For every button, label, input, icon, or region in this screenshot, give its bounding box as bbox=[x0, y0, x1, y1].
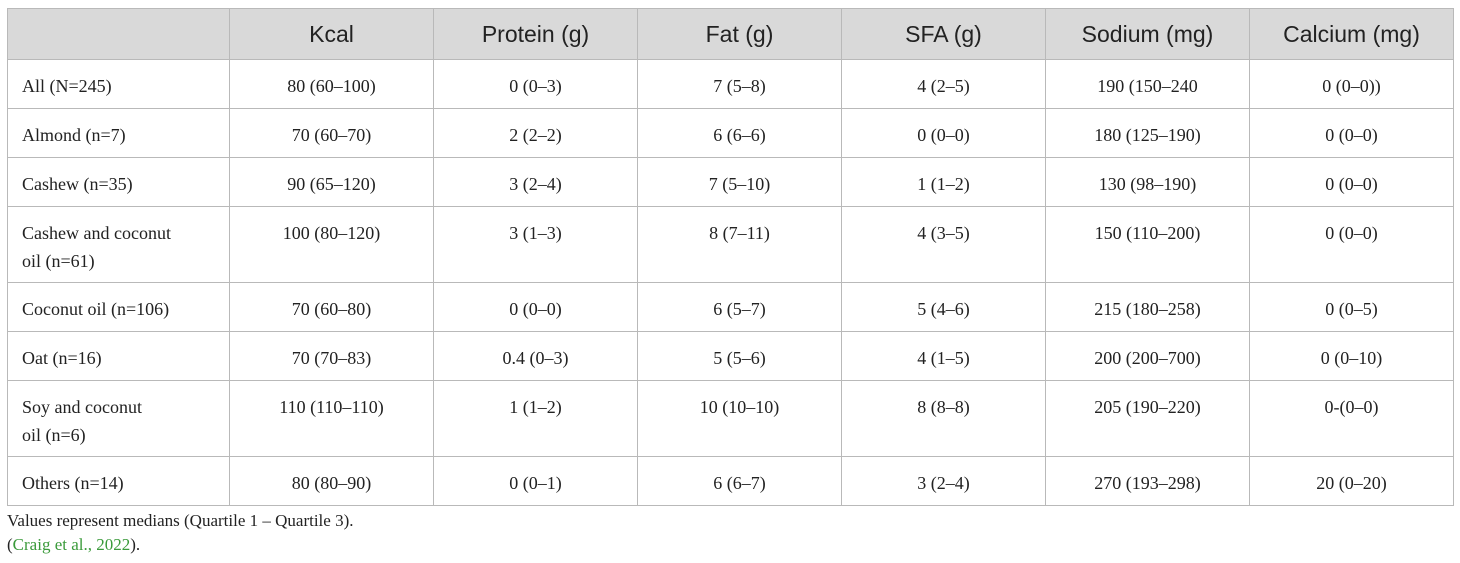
table-row: All (N=245) 80 (60–100) 0 (0–3) 7 (5–8) … bbox=[7, 59, 1454, 109]
cell-sfa: 1 (1–2) bbox=[841, 157, 1046, 207]
cell-sodium: 270 (193–298) bbox=[1045, 456, 1250, 506]
cell-calcium: 0 (0–0)) bbox=[1249, 59, 1454, 109]
cell-protein: 0 (0–1) bbox=[433, 456, 638, 506]
row-label-line: oil (n=61) bbox=[22, 251, 95, 271]
citation-close: ). bbox=[130, 535, 141, 554]
header-kcal: Kcal bbox=[229, 8, 434, 60]
header-fat: Fat (g) bbox=[637, 8, 842, 60]
row-label: All (N=245) bbox=[7, 59, 230, 109]
cell-kcal: 80 (60–100) bbox=[229, 59, 434, 109]
row-label: Soy and coconut oil (n=6) bbox=[7, 380, 230, 457]
cell-sfa: 5 (4–6) bbox=[841, 282, 1046, 332]
cell-calcium: 0 (0–0) bbox=[1249, 206, 1454, 283]
table-row: Cashew (n=35) 90 (65–120) 3 (2–4) 7 (5–1… bbox=[7, 157, 1454, 207]
table-row: Others (n=14) 80 (80–90) 0 (0–1) 6 (6–7)… bbox=[7, 456, 1454, 506]
cell-protein: 3 (1–3) bbox=[433, 206, 638, 283]
row-label: Almond (n=7) bbox=[7, 108, 230, 158]
cell-fat: 6 (6–6) bbox=[637, 108, 842, 158]
cell-sodium: 190 (150–240 bbox=[1045, 59, 1250, 109]
cell-sodium: 130 (98–190) bbox=[1045, 157, 1250, 207]
cell-calcium: 0 (0–0) bbox=[1249, 157, 1454, 207]
table-row: Oat (n=16) 70 (70–83) 0.4 (0–3) 5 (5–6) … bbox=[7, 331, 1454, 381]
cell-calcium: 0-(0–0) bbox=[1249, 380, 1454, 457]
cell-protein: 0.4 (0–3) bbox=[433, 331, 638, 381]
cell-kcal: 90 (65–120) bbox=[229, 157, 434, 207]
row-label-line: oil (n=6) bbox=[22, 425, 86, 445]
cell-kcal: 100 (80–120) bbox=[229, 206, 434, 283]
citation-link[interactable]: Craig et al., 2022 bbox=[12, 535, 131, 554]
cell-protein: 3 (2–4) bbox=[433, 157, 638, 207]
table-row: Cashew and coconut oil (n=61) 100 (80–120… bbox=[7, 206, 1454, 283]
citation: (Craig et al., 2022). bbox=[7, 533, 354, 557]
cell-kcal: 70 (70–83) bbox=[229, 331, 434, 381]
cell-sodium: 180 (125–190) bbox=[1045, 108, 1250, 158]
cell-kcal: 70 (60–70) bbox=[229, 108, 434, 158]
cell-calcium: 0 (0–0) bbox=[1249, 108, 1454, 158]
cell-calcium: 20 (0–20) bbox=[1249, 456, 1454, 506]
cell-sfa: 0 (0–0) bbox=[841, 108, 1046, 158]
cell-fat: 6 (5–7) bbox=[637, 282, 842, 332]
cell-calcium: 0 (0–10) bbox=[1249, 331, 1454, 381]
row-label: Cashew and coconut oil (n=61) bbox=[7, 206, 230, 283]
cell-protein: 0 (0–3) bbox=[433, 59, 638, 109]
table-row: Almond (n=7) 70 (60–70) 2 (2–2) 6 (6–6) … bbox=[7, 108, 1454, 158]
values-note: Values represent medians (Quartile 1 – Q… bbox=[7, 511, 354, 530]
table-row: Coconut oil (n=106) 70 (60–80) 0 (0–0) 6… bbox=[7, 282, 1454, 332]
header-protein: Protein (g) bbox=[433, 8, 638, 60]
nutrition-table: Kcal Protein (g) Fat (g) SFA (g) Sodium … bbox=[7, 8, 1454, 506]
cell-fat: 6 (6–7) bbox=[637, 456, 842, 506]
row-label: Oat (n=16) bbox=[7, 331, 230, 381]
cell-sfa: 4 (2–5) bbox=[841, 59, 1046, 109]
cell-sodium: 205 (190–220) bbox=[1045, 380, 1250, 457]
cell-sodium: 200 (200–700) bbox=[1045, 331, 1250, 381]
cell-protein: 2 (2–2) bbox=[433, 108, 638, 158]
cell-sfa: 4 (3–5) bbox=[841, 206, 1046, 283]
cell-sodium: 150 (110–200) bbox=[1045, 206, 1250, 283]
row-label-line: Cashew and coconut bbox=[22, 223, 171, 243]
header-row: Kcal Protein (g) Fat (g) SFA (g) Sodium … bbox=[7, 8, 1454, 60]
row-label: Others (n=14) bbox=[7, 456, 230, 506]
cell-fat: 7 (5–8) bbox=[637, 59, 842, 109]
cell-fat: 8 (7–11) bbox=[637, 206, 842, 283]
row-label: Coconut oil (n=106) bbox=[7, 282, 230, 332]
cell-sfa: 4 (1–5) bbox=[841, 331, 1046, 381]
cell-sfa: 8 (8–8) bbox=[841, 380, 1046, 457]
nutrition-table-container: Kcal Protein (g) Fat (g) SFA (g) Sodium … bbox=[7, 8, 1454, 506]
cell-protein: 1 (1–2) bbox=[433, 380, 638, 457]
cell-fat: 10 (10–10) bbox=[637, 380, 842, 457]
cell-protein: 0 (0–0) bbox=[433, 282, 638, 332]
row-label: Cashew (n=35) bbox=[7, 157, 230, 207]
cell-fat: 7 (5–10) bbox=[637, 157, 842, 207]
cell-kcal: 80 (80–90) bbox=[229, 456, 434, 506]
table-row: Soy and coconut oil (n=6) 110 (110–110) 1… bbox=[7, 380, 1454, 457]
row-label-line: Soy and coconut bbox=[22, 397, 142, 417]
header-sfa: SFA (g) bbox=[841, 8, 1046, 60]
cell-kcal: 70 (60–80) bbox=[229, 282, 434, 332]
cell-sodium: 215 (180–258) bbox=[1045, 282, 1250, 332]
cell-calcium: 0 (0–5) bbox=[1249, 282, 1454, 332]
table-footnotes: Values represent medians (Quartile 1 – Q… bbox=[7, 509, 354, 557]
cell-fat: 5 (5–6) bbox=[637, 331, 842, 381]
header-calcium: Calcium (mg) bbox=[1249, 8, 1454, 60]
header-cell-blank bbox=[7, 8, 230, 60]
cell-kcal: 110 (110–110) bbox=[229, 380, 434, 457]
citation-open: ( bbox=[7, 535, 13, 554]
header-sodium: Sodium (mg) bbox=[1045, 8, 1250, 60]
cell-sfa: 3 (2–4) bbox=[841, 456, 1046, 506]
